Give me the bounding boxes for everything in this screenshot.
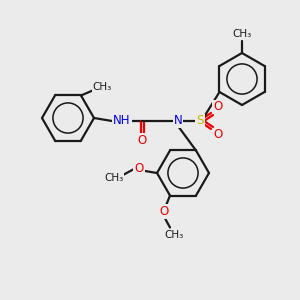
Text: CH₃: CH₃ — [92, 82, 112, 92]
Text: N: N — [174, 115, 182, 128]
Text: O: O — [137, 134, 147, 146]
Text: CH₃: CH₃ — [232, 29, 252, 39]
Text: CH₃: CH₃ — [164, 230, 184, 239]
Text: O: O — [213, 100, 223, 113]
Text: O: O — [159, 205, 169, 218]
Text: NH: NH — [113, 115, 131, 128]
Text: S: S — [196, 115, 204, 128]
Text: CH₃: CH₃ — [104, 173, 124, 183]
Text: O: O — [134, 163, 144, 176]
Text: O: O — [213, 128, 223, 142]
